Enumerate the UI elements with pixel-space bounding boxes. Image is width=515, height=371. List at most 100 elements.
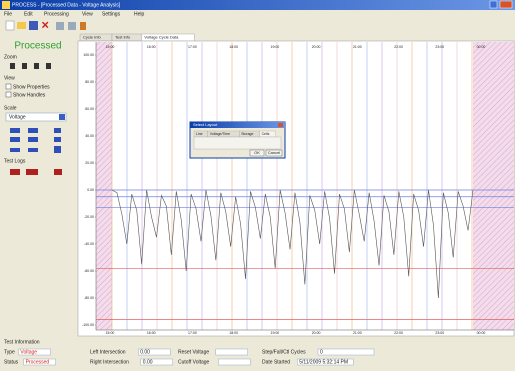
scale-button[interactable] bbox=[54, 137, 61, 142]
section-label: Scale bbox=[4, 105, 17, 111]
dialog-close[interactable] bbox=[278, 123, 283, 127]
menu-item[interactable]: Processing bbox=[44, 11, 69, 17]
y-tick-label: 0.00 bbox=[87, 188, 94, 192]
panel-title: Test Information bbox=[4, 339, 40, 345]
y-tick-label: 100.00 bbox=[83, 53, 94, 57]
menu-item[interactable]: Edit bbox=[24, 11, 33, 17]
dialog: Select Layout Line Voltage/Time Storage Cel… bbox=[189, 121, 286, 159]
window-title: PROCESS - [Processed Data - Voltage Anal… bbox=[12, 2, 121, 8]
dropdown-arrow[interactable] bbox=[59, 114, 65, 120]
y-tick-label: -20.00 bbox=[84, 215, 94, 219]
zoom-button[interactable] bbox=[46, 63, 51, 69]
scale-button[interactable] bbox=[10, 148, 20, 152]
scale-button[interactable] bbox=[54, 146, 61, 153]
checkbox-label: Show Properties bbox=[13, 84, 50, 90]
dropdown-value: Voltage bbox=[9, 114, 26, 120]
scale-button[interactable] bbox=[28, 128, 38, 133]
tool-icon[interactable] bbox=[80, 22, 86, 30]
zoom-button[interactable] bbox=[34, 63, 39, 69]
y-tick-label: -100.00 bbox=[82, 323, 94, 327]
time-label: 18:00 bbox=[229, 331, 238, 335]
menu-item[interactable]: View bbox=[82, 11, 93, 17]
time-label: 19:00 bbox=[271, 45, 280, 49]
sidebar: Processed Zoom View Show Properties Show… bbox=[4, 41, 67, 175]
time-label: 23:00 bbox=[435, 331, 444, 335]
close-button[interactable] bbox=[499, 0, 513, 9]
menu-item[interactable]: File bbox=[4, 11, 12, 17]
scale-button[interactable] bbox=[28, 137, 38, 142]
tool-icon[interactable] bbox=[56, 22, 64, 30]
time-label: 23:00 bbox=[435, 45, 444, 49]
time-label: 21:00 bbox=[353, 45, 362, 49]
field-value: 0.00 bbox=[143, 359, 153, 365]
dialog-tab-label: Line bbox=[196, 132, 203, 136]
delete-icon[interactable]: ✕ bbox=[41, 21, 49, 32]
scale-button[interactable] bbox=[10, 137, 20, 142]
time-label: 15:00 bbox=[106, 45, 115, 49]
tool-icon[interactable] bbox=[68, 22, 76, 30]
field-box bbox=[140, 358, 174, 366]
checkbox[interactable] bbox=[5, 83, 12, 90]
section-label: View bbox=[4, 75, 15, 81]
section-label: Test Logs bbox=[4, 158, 26, 164]
zoom-button[interactable] bbox=[22, 63, 27, 69]
dialog-panel bbox=[193, 136, 282, 150]
time-label: 00:00 bbox=[477, 45, 486, 49]
scale-button[interactable] bbox=[10, 128, 20, 133]
new-icon[interactable] bbox=[5, 20, 15, 31]
scale-button[interactable] bbox=[28, 148, 38, 152]
ok-button[interactable] bbox=[249, 149, 265, 157]
checkbox[interactable] bbox=[5, 91, 12, 98]
excluded-region bbox=[96, 42, 112, 330]
voltage-trace bbox=[111, 189, 474, 299]
title-bar bbox=[0, 0, 515, 10]
log-button[interactable] bbox=[10, 169, 20, 175]
menu-item[interactable]: Help bbox=[134, 11, 145, 17]
cancel-button[interactable] bbox=[265, 149, 283, 157]
time-label: 19:00 bbox=[271, 331, 280, 335]
field-value: 0.00 bbox=[140, 349, 150, 355]
tab-label: Cycle Info bbox=[83, 35, 102, 40]
time-label: 17:00 bbox=[188, 45, 197, 49]
time-label: 22:00 bbox=[394, 45, 403, 49]
menu-item[interactable]: Settings bbox=[102, 11, 121, 17]
field-value: Voltage bbox=[20, 349, 37, 355]
field-label: Reset Voltage bbox=[178, 349, 209, 355]
field-box bbox=[23, 358, 56, 366]
time-label: 20:00 bbox=[312, 331, 321, 335]
field-box bbox=[137, 348, 171, 356]
log-button[interactable] bbox=[26, 169, 38, 175]
y-tick-label: 40.00 bbox=[85, 134, 94, 138]
tab-label: Voltage Cycle Data bbox=[144, 35, 179, 40]
save-icon[interactable] bbox=[29, 21, 38, 30]
maximize-button[interactable] bbox=[489, 0, 498, 9]
y-tick-label: -40.00 bbox=[84, 242, 94, 246]
time-label: 22:00 bbox=[394, 331, 403, 335]
dialog-title-bar bbox=[190, 122, 285, 128]
field-box bbox=[215, 348, 249, 356]
app-icon bbox=[2, 1, 10, 9]
y-tick-label: 60.00 bbox=[85, 107, 94, 111]
field-box bbox=[297, 358, 354, 366]
scale-button[interactable] bbox=[54, 128, 61, 133]
dialog-tab-label: Voltage/Time bbox=[210, 132, 230, 136]
status-label: Processed bbox=[14, 41, 61, 52]
open-icon[interactable] bbox=[17, 22, 26, 29]
plot-frame bbox=[77, 40, 515, 337]
zoom-button[interactable] bbox=[10, 63, 15, 69]
scale-dropdown[interactable] bbox=[5, 112, 67, 122]
button-label: Cancel bbox=[268, 150, 281, 155]
time-label: 18:00 bbox=[229, 45, 238, 49]
field-box bbox=[218, 358, 251, 366]
checkbox-label: Show Handles bbox=[13, 92, 46, 98]
time-label: 15:00 bbox=[106, 331, 115, 335]
y-tick-label: -80.00 bbox=[84, 296, 94, 300]
toolbar: ✕ bbox=[5, 20, 86, 32]
time-label: 21:00 bbox=[353, 331, 362, 335]
log-button[interactable] bbox=[54, 169, 62, 175]
time-label: 16:00 bbox=[147, 45, 156, 49]
tab-strip: Cycle Info Test Info Voltage Cycle Data bbox=[79, 33, 195, 42]
time-label: 17:00 bbox=[188, 331, 197, 335]
